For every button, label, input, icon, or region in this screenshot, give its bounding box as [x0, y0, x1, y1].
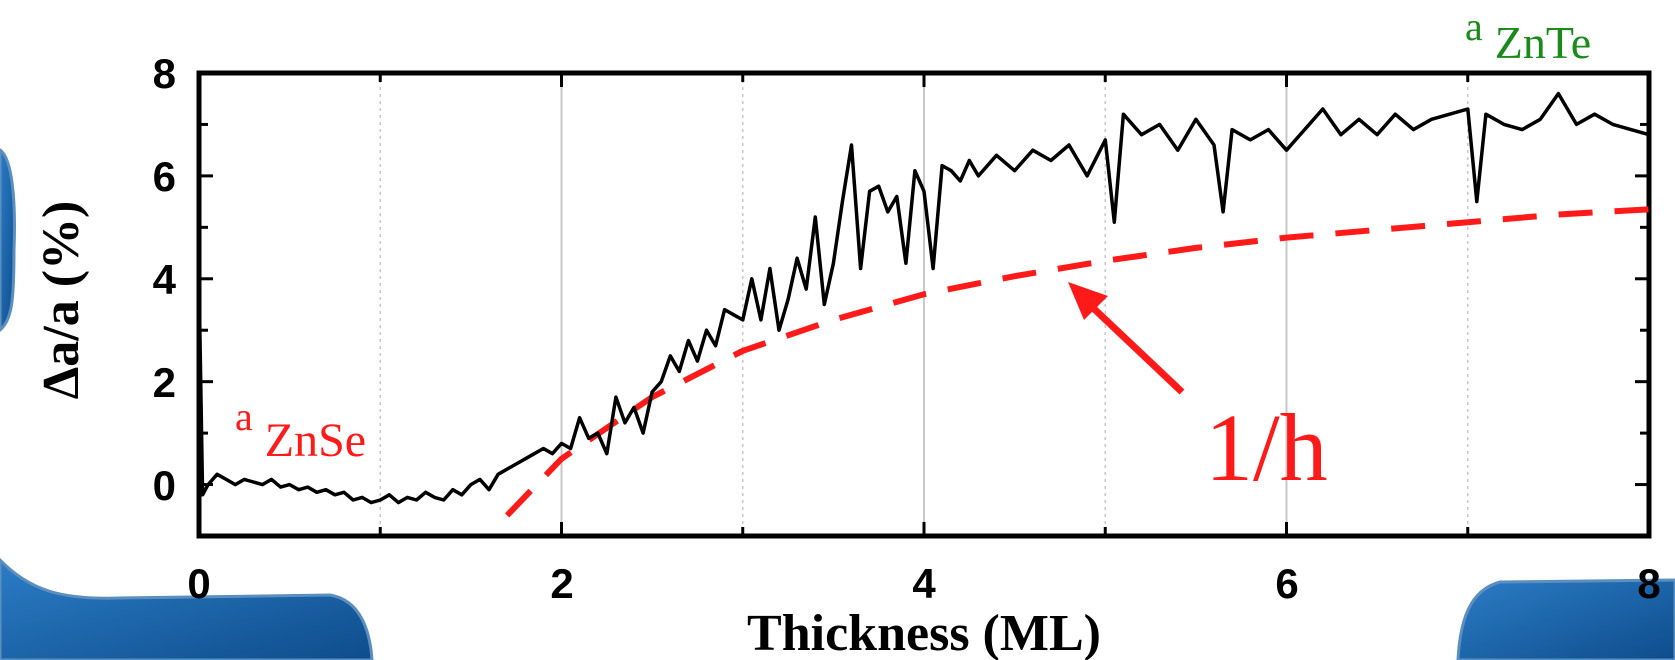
y-tick-labels: 0 2 4 6 8 [153, 50, 177, 509]
fit-arrow [1068, 282, 1185, 395]
y-tick-label: 8 [153, 50, 176, 97]
fit-curve-layer [504, 206, 1650, 518]
y-tick-label: 0 [153, 462, 176, 509]
znse-label: ZnSe [265, 414, 366, 467]
x-tick-label: 2 [550, 560, 573, 607]
x-tick-labels: 0 2 4 6 8 [187, 560, 1660, 607]
znse-prefix: a [235, 394, 253, 439]
x-axis-title: Thickness (ML) [747, 605, 1101, 660]
y-axis-title: Δa/a (%) [33, 201, 90, 400]
decor-shape-bottom-left [0, 557, 374, 660]
data-series-layer [197, 91, 1650, 505]
x-tick-label: 4 [912, 560, 936, 607]
y-tick-label: 6 [153, 153, 176, 200]
znte-prefix: a [1465, 4, 1483, 49]
znte-annotation: a ZnTe [1465, 4, 1591, 68]
gridlines [379, 73, 1469, 536]
znte-label: ZnTe [1495, 17, 1591, 68]
x-tick-label: 8 [1637, 560, 1660, 607]
x-tick-label: 6 [1275, 560, 1298, 607]
y-tick-label: 4 [153, 256, 177, 303]
background-decoration [0, 148, 1675, 660]
x-tick-label: 0 [187, 560, 210, 607]
fit-curve-line [504, 206, 1650, 518]
y-tick-label: 2 [153, 359, 176, 406]
znse-annotation: a ZnSe [235, 394, 366, 467]
fit-arrow-shaft [1087, 302, 1185, 395]
decor-shape-left-top [0, 148, 16, 332]
fit-arrow-head [1068, 282, 1108, 320]
fit-label: 1/h [1205, 394, 1328, 501]
measured-data-line [197, 91, 1650, 505]
